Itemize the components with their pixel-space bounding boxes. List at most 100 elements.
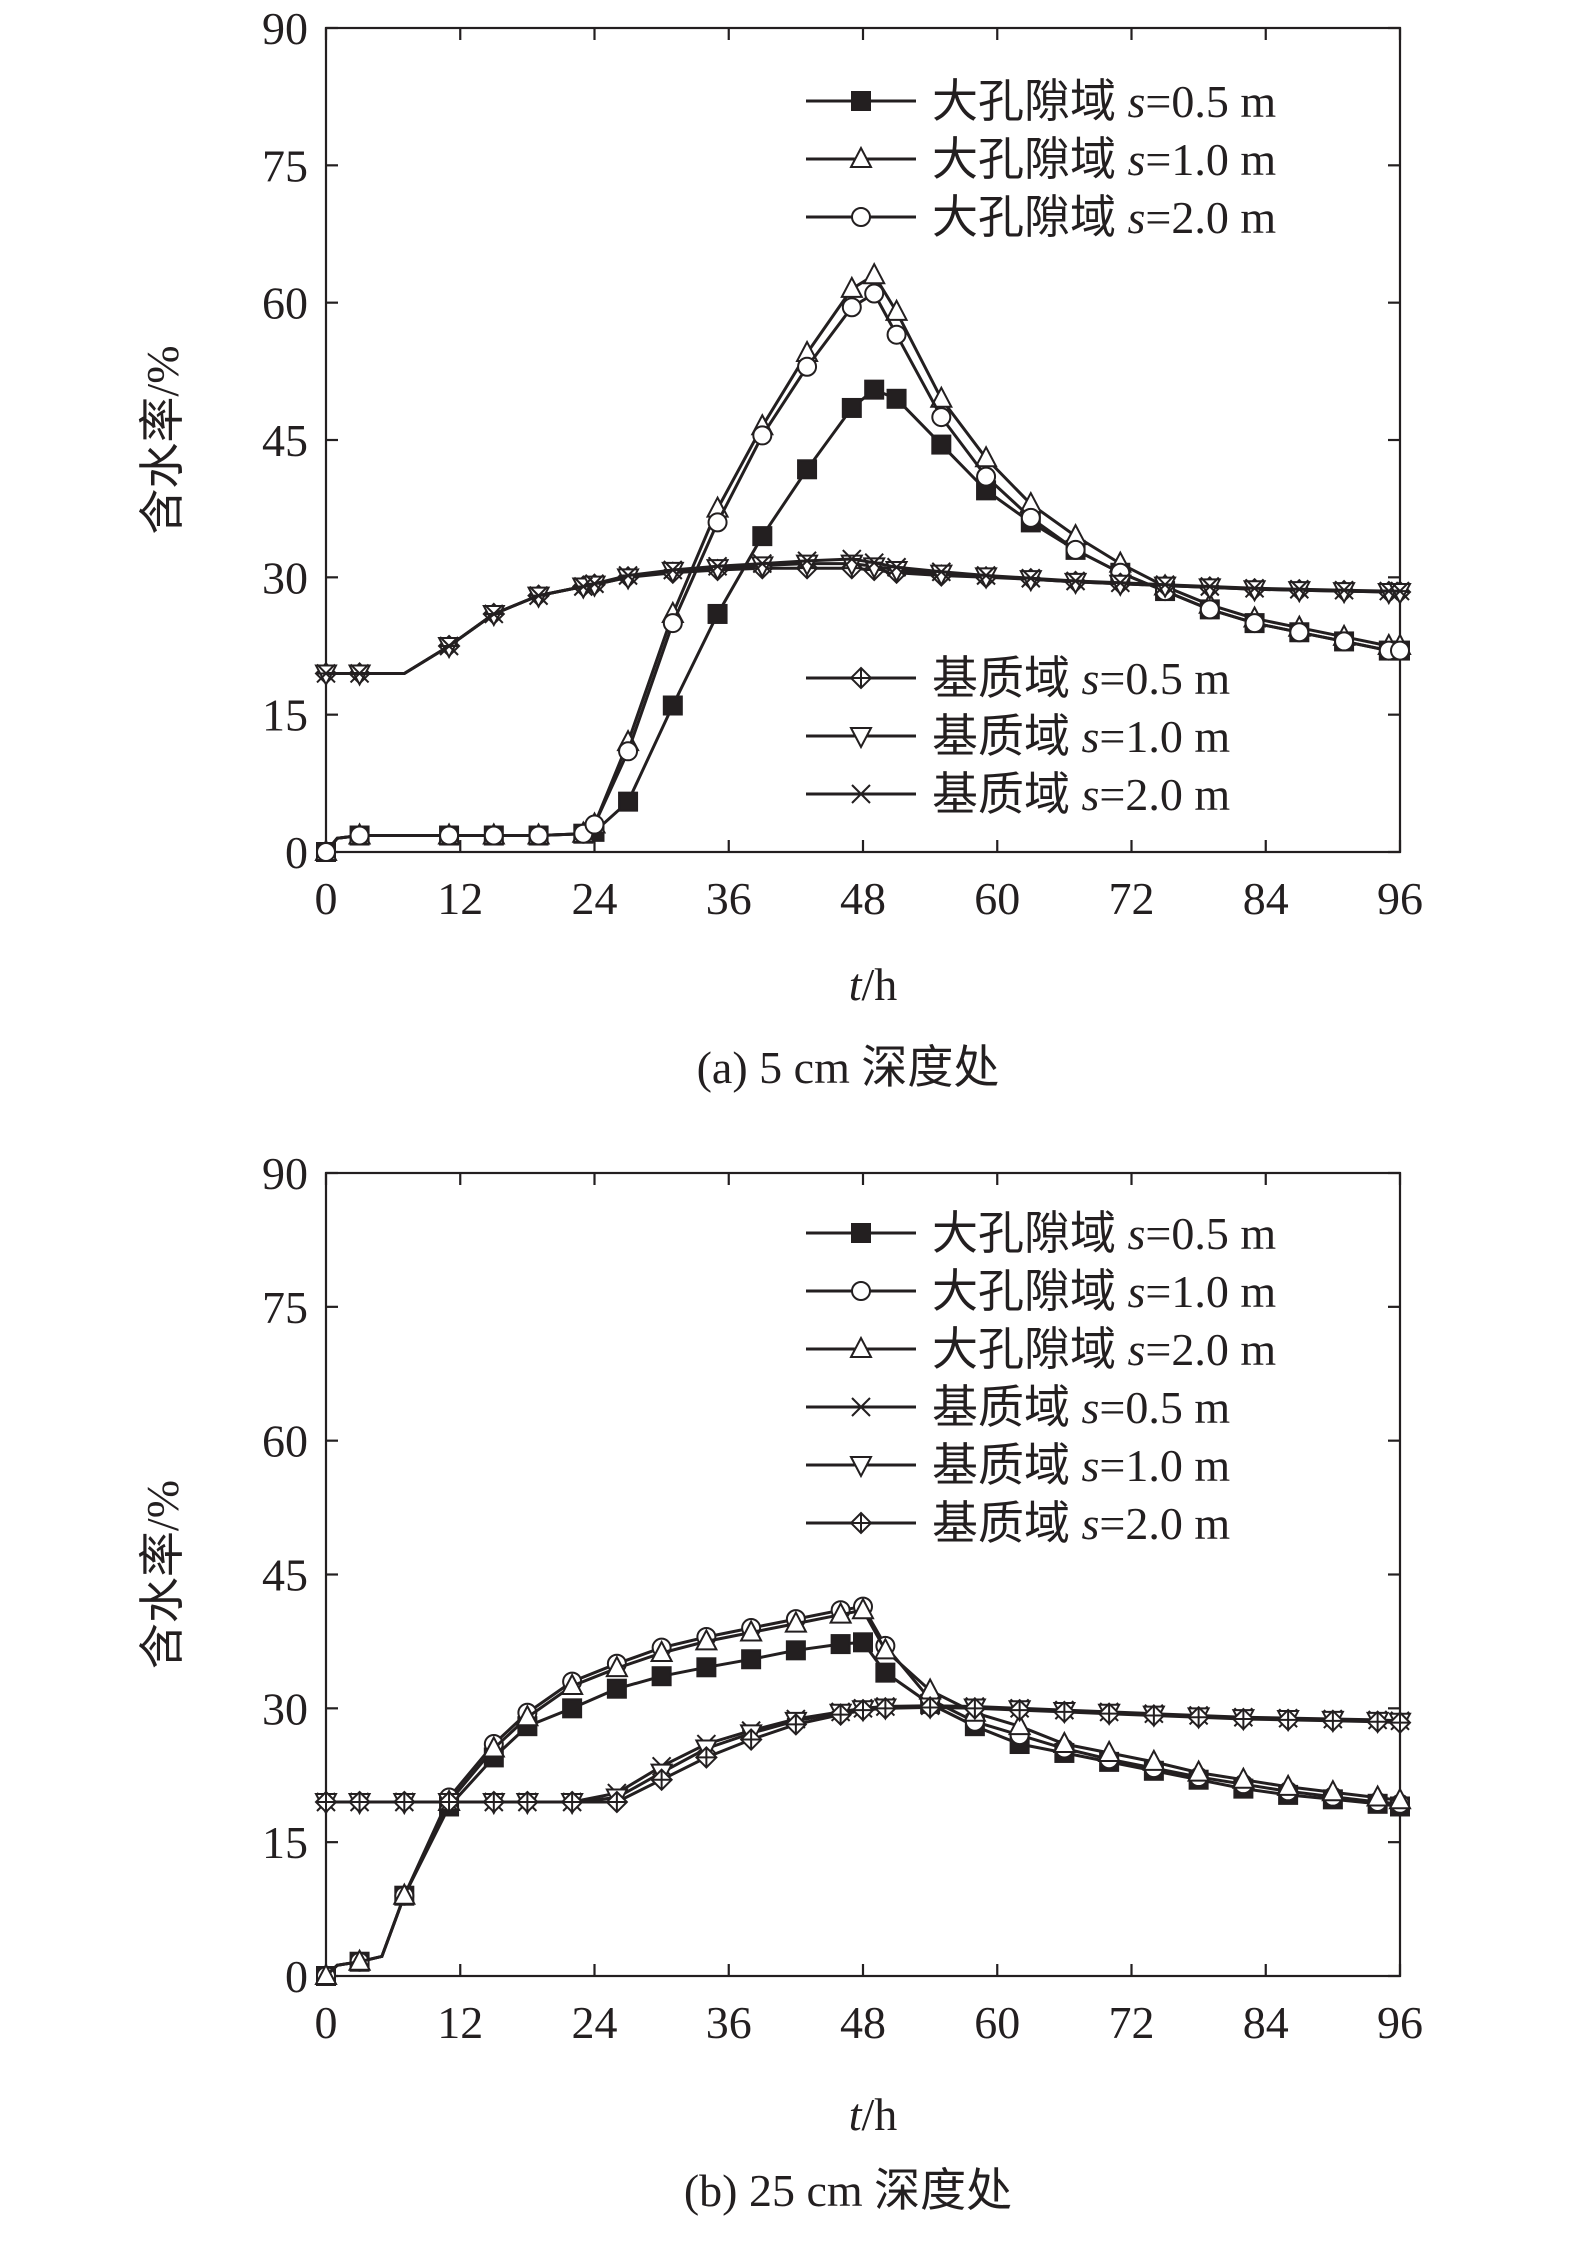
data-point bbox=[1187, 1705, 1211, 1729]
data-point bbox=[696, 1657, 717, 1678]
data-point bbox=[560, 1790, 584, 1814]
data-point bbox=[1388, 1711, 1412, 1735]
data-point bbox=[1231, 1707, 1255, 1731]
data-point bbox=[1200, 576, 1220, 597]
data-point bbox=[976, 466, 997, 487]
data-point bbox=[1065, 571, 1086, 591]
data-point bbox=[1321, 1709, 1345, 1733]
x-tick-label: 24 bbox=[572, 873, 618, 924]
y-tick-label: 30 bbox=[262, 552, 308, 603]
series-5 bbox=[314, 1696, 1412, 1814]
x-tick-label: 72 bbox=[1109, 873, 1155, 924]
data-point bbox=[515, 1790, 539, 1814]
data-point bbox=[694, 1745, 718, 1769]
data-point bbox=[707, 556, 728, 577]
x-tick-label: 72 bbox=[1109, 1997, 1155, 2048]
data-point bbox=[663, 560, 683, 580]
figure-caption: (b) 25 cm 深度处 bbox=[684, 2165, 1012, 2216]
data-point bbox=[1198, 578, 1222, 601]
data-point bbox=[963, 1696, 987, 1720]
data-point bbox=[392, 1882, 416, 1905]
legend-marker bbox=[849, 727, 873, 750]
data-point bbox=[662, 613, 683, 634]
x-tick-label: 60 bbox=[974, 1997, 1020, 2048]
data-point bbox=[618, 791, 639, 812]
legend-marker bbox=[851, 1397, 871, 1417]
data-point bbox=[841, 297, 862, 318]
x-tick-label: 24 bbox=[572, 1997, 618, 2048]
data-point bbox=[784, 1610, 808, 1633]
data-point bbox=[864, 283, 885, 304]
y-tick-label: 75 bbox=[262, 140, 308, 191]
figure-caption: (a) 5 cm 深度处 bbox=[697, 1042, 1000, 1093]
x-axis-title: t/h bbox=[849, 959, 898, 1010]
data-point bbox=[1186, 1759, 1211, 1782]
x-tick-label: 12 bbox=[437, 873, 483, 924]
data-point bbox=[562, 1698, 583, 1719]
data-point bbox=[976, 565, 996, 586]
data-point bbox=[1019, 570, 1043, 593]
data-point bbox=[1276, 1773, 1300, 1796]
data-point bbox=[618, 741, 639, 762]
data-point bbox=[840, 275, 864, 298]
data-point bbox=[483, 825, 504, 846]
legend-top-right: 大孔隙域 s=0.5 m 大孔隙域 s=1.0 m 大孔隙域 s=2.0 m 基质域 … bbox=[806, 1208, 1276, 1549]
data-point bbox=[851, 1597, 875, 1620]
data-point bbox=[528, 585, 549, 606]
data-point bbox=[1287, 581, 1311, 604]
data-point bbox=[886, 388, 907, 409]
data-point bbox=[1289, 622, 1310, 643]
data-point bbox=[1008, 1698, 1032, 1722]
data-point bbox=[884, 298, 909, 321]
x-tick-label: 96 bbox=[1377, 1997, 1423, 2048]
data-point bbox=[347, 1948, 372, 1971]
data-point bbox=[1153, 576, 1177, 599]
data-point bbox=[784, 1712, 808, 1736]
data-point bbox=[864, 552, 884, 573]
y-tick-label: 90 bbox=[262, 3, 308, 54]
y-tick-label: 15 bbox=[262, 690, 308, 741]
data-point bbox=[1390, 581, 1410, 601]
data-point bbox=[1366, 1710, 1390, 1734]
legend-marker bbox=[849, 145, 873, 168]
data-point bbox=[560, 1672, 584, 1696]
legend-label: 大孔隙域 s=2.0 m bbox=[932, 1324, 1276, 1375]
data-point bbox=[482, 1735, 506, 1758]
data-point bbox=[694, 1628, 719, 1651]
x-tick-label: 60 bbox=[974, 873, 1020, 924]
y-tick-label: 30 bbox=[262, 1683, 308, 1734]
y-tick-label: 45 bbox=[262, 1550, 308, 1601]
data-point bbox=[797, 459, 818, 480]
data-point bbox=[649, 1639, 674, 1663]
x-tick-label: 12 bbox=[437, 1997, 483, 2048]
series-line bbox=[324, 291, 1400, 853]
data-point bbox=[573, 576, 594, 597]
data-point bbox=[651, 1666, 672, 1687]
data-point bbox=[1365, 1784, 1390, 1807]
chart-panel-a: 0 12 24 36 48 60 72 84 96 0 15 30 45 60 75 90 t/h 含水率/% (a… bbox=[137, 3, 1423, 1093]
data-point bbox=[931, 407, 952, 428]
legend-label: 基质域 s=2.0 m bbox=[932, 1498, 1230, 1549]
data-point bbox=[864, 379, 885, 400]
legend-label: 大孔隙域 s=1.0 m bbox=[932, 1266, 1276, 1317]
data-point bbox=[841, 397, 862, 418]
data-point bbox=[797, 551, 817, 571]
data-point bbox=[707, 512, 728, 533]
legend-bottom-right: 基质域 s=0.5 m 基质域 s=1.0 m 基质域 s=2.0 m bbox=[806, 653, 1230, 820]
data-point bbox=[661, 561, 685, 585]
y-tick-label: 15 bbox=[262, 1817, 308, 1868]
data-point bbox=[842, 549, 862, 569]
data-point bbox=[873, 1637, 898, 1660]
data-point bbox=[314, 1790, 338, 1814]
data-point bbox=[482, 1790, 506, 1814]
data-point bbox=[1052, 1730, 1077, 1754]
data-point bbox=[830, 1634, 851, 1655]
x-tick-label: 36 bbox=[706, 1997, 752, 2048]
data-point bbox=[1244, 613, 1265, 634]
legend-marker bbox=[849, 1456, 873, 1479]
series-0 bbox=[316, 1632, 1410, 1986]
data-point bbox=[439, 636, 459, 656]
data-point bbox=[875, 1662, 896, 1683]
legend-label: 基质域 s=1.0 m bbox=[932, 1440, 1230, 1491]
